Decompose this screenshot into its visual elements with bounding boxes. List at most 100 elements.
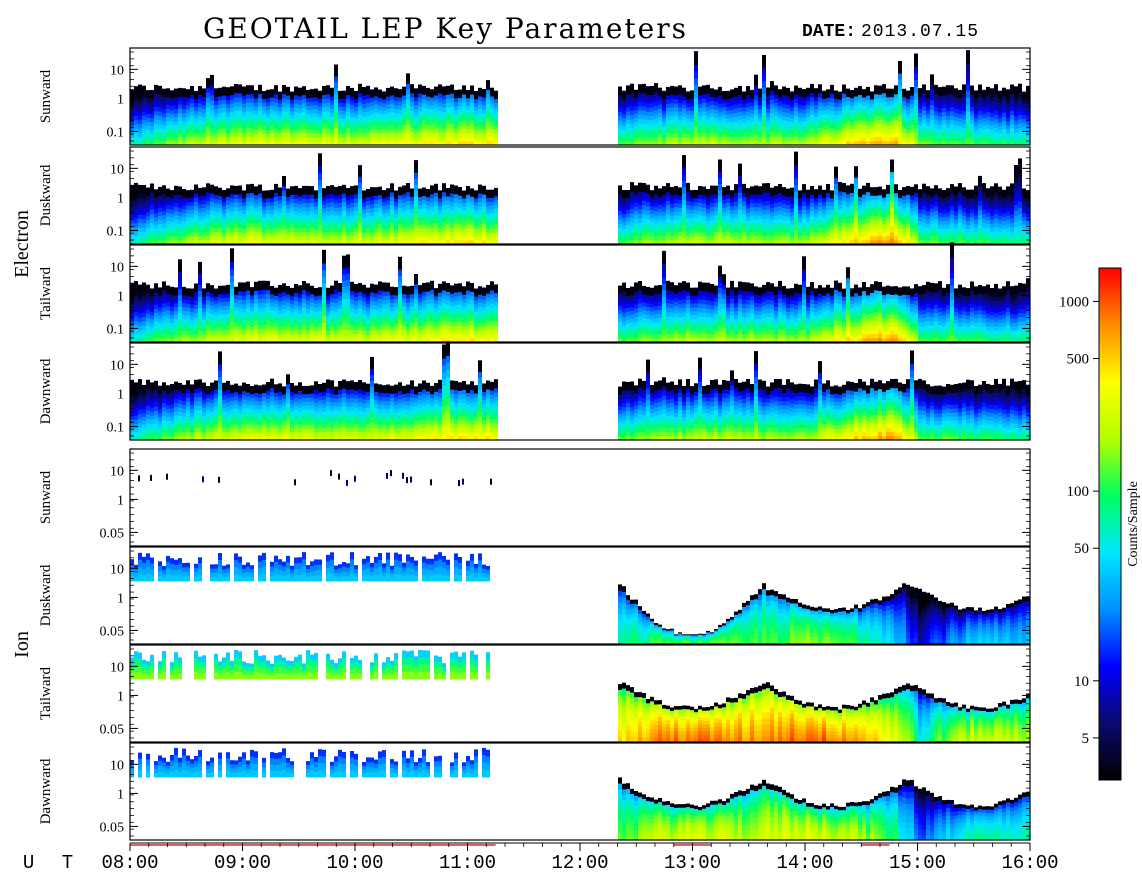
spectrogram-cell (278, 134, 282, 138)
spectrogram-cell (390, 95, 394, 100)
spectrogram-cell (994, 115, 998, 120)
spectrogram-cell (798, 88, 802, 93)
spectrogram-cell (630, 128, 634, 133)
spectrogram-cell (386, 236, 390, 241)
spectrogram-cell (726, 137, 730, 141)
spectrogram-cell (978, 110, 982, 115)
spectrogram-cell (294, 120, 298, 125)
spectrogram-cell (370, 105, 374, 110)
spectrogram-cell (674, 223, 678, 228)
spectrogram-cell (686, 111, 690, 115)
spectrogram-cell (146, 102, 150, 106)
spectrogram-cell (670, 107, 674, 112)
spectrogram-cell (286, 108, 290, 113)
spectrogram-cell (758, 236, 762, 241)
spectrogram-cell (814, 117, 818, 122)
spectrogram-cell (322, 224, 326, 229)
spectrogram-cell (762, 235, 766, 240)
spectrogram-cell (910, 128, 914, 133)
spectrogram-cell (842, 235, 846, 240)
spectrogram-cell (954, 101, 958, 106)
spectrogram-cell (726, 223, 730, 228)
spectrogram-cell (314, 206, 318, 210)
spectrogram-cell (134, 90, 138, 95)
spectrogram-cell (878, 128, 882, 133)
spectrogram-cell (150, 231, 154, 236)
spectrogram-cell (794, 132, 798, 137)
spectrogram-cell (642, 200, 646, 205)
spectrogram-cell (186, 89, 190, 94)
spectrogram-cell (242, 124, 246, 129)
spectrogram-cell (262, 236, 266, 240)
spectrogram-cell (750, 215, 754, 220)
spectrogram-cell (882, 102, 886, 107)
spectrogram-cell (226, 124, 230, 129)
spectrogram-cell (754, 125, 758, 130)
spectrogram-cell (374, 195, 378, 200)
spectrogram-cell (866, 200, 870, 205)
spectrogram-cell (634, 215, 638, 220)
spectrogram-cell (874, 124, 878, 129)
spectrogram-cell (858, 220, 862, 224)
spectrogram-cell (754, 100, 758, 106)
spectrogram-cell (638, 213, 642, 218)
spectrogram-cell (146, 137, 150, 141)
spectrogram-cell (330, 231, 334, 236)
spectrogram-cell (902, 117, 906, 122)
spectrogram-cell (658, 232, 662, 237)
spectrogram-cell (454, 215, 458, 220)
spectrogram-cell (398, 133, 402, 138)
spectrogram-cell (642, 84, 646, 89)
spectrogram-cell (470, 204, 474, 209)
spectrogram-cell (378, 125, 382, 130)
spectrogram-cell (830, 111, 834, 116)
spectrogram-cell (1014, 116, 1018, 121)
spectrogram-cell (266, 106, 270, 110)
spectrogram-cell (198, 204, 202, 209)
spectrogram-cell (310, 211, 314, 216)
spectrogram-cell (294, 190, 298, 195)
spectrogram-cell (786, 204, 790, 209)
spectrogram-cell (778, 101, 782, 106)
spectrogram-cell (190, 201, 194, 205)
spectrogram-cell (254, 137, 258, 141)
spectrogram-cell (830, 210, 834, 214)
spectrogram-cell (334, 122, 338, 128)
spectrogram-cell (642, 218, 646, 223)
spectrogram-cell (678, 212, 682, 217)
spectrogram-cell (958, 118, 962, 122)
spectrogram-cell (654, 202, 658, 207)
spectrogram-cell (638, 191, 642, 196)
spectrogram-cell (958, 114, 962, 118)
spectrogram-cell (174, 232, 178, 237)
spectrogram-cell (666, 222, 670, 227)
spectrogram-cell (1002, 137, 1006, 142)
spectrogram-cell (878, 203, 882, 208)
spectrogram-cell (690, 194, 694, 198)
spectrogram-cell (818, 232, 822, 237)
spectrogram-cell (754, 115, 758, 121)
spectrogram-cell (258, 193, 262, 198)
spectrogram-cell (642, 114, 646, 119)
spectrogram-cell (886, 89, 890, 94)
spectrogram-cell (494, 110, 498, 114)
spectrogram-cell (722, 187, 726, 192)
spectrogram-cell (154, 232, 158, 236)
spectrogram-cell (370, 208, 374, 213)
spectrogram-cell (154, 236, 158, 240)
spectrogram-cell (150, 214, 154, 219)
spectrogram-cell (790, 192, 794, 197)
spectrogram-cell (470, 107, 474, 112)
spectrogram-cell (182, 213, 186, 217)
spectrogram-cell (790, 107, 794, 111)
spectrogram-cell (486, 221, 490, 225)
spectrogram-cell (178, 129, 182, 134)
spectrogram-cell (794, 191, 798, 198)
spectrogram-cell (242, 190, 246, 194)
spectrogram-cell (250, 214, 254, 219)
spectrogram-cell (458, 187, 462, 192)
spectrogram-cell (418, 224, 422, 229)
spectrogram-cell (866, 120, 870, 125)
spectrogram-cell (486, 205, 490, 209)
spectrogram-cell (370, 101, 374, 106)
